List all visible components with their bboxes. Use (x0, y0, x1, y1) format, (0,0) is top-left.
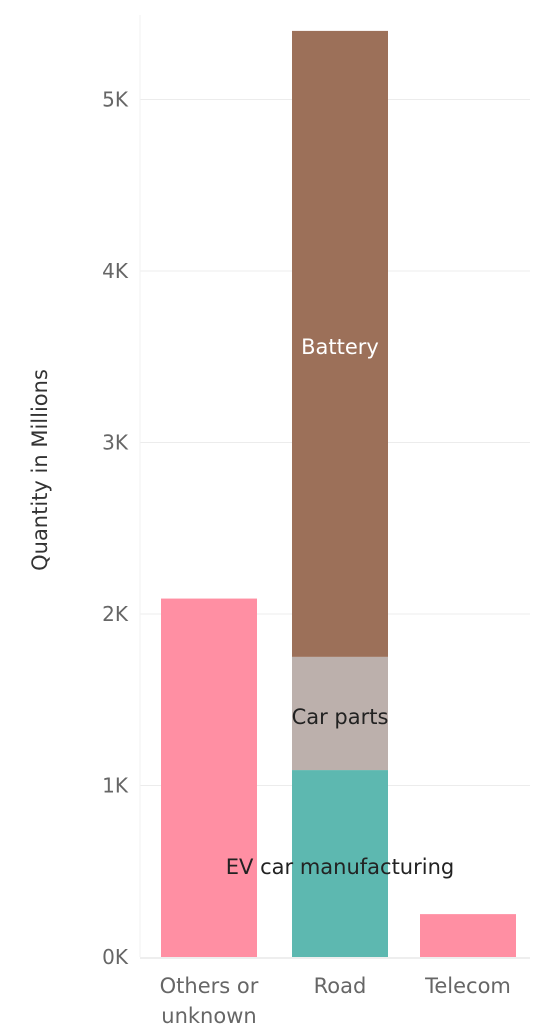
x-tick-label: Road (314, 974, 367, 998)
y-tick-label: 0K (102, 945, 129, 969)
data-label: Battery (301, 335, 379, 359)
y-tick-label: 5K (102, 88, 129, 112)
bar-segment (292, 30, 388, 657)
bar-segment (292, 656, 388, 771)
data-label: Car parts (292, 705, 389, 729)
bar-segment (292, 770, 388, 957)
y-tick-label: 2K (102, 602, 129, 626)
x-tick-label: Telecom (424, 974, 511, 998)
y-tick-label: 4K (102, 259, 129, 283)
bar-segment (161, 598, 257, 957)
data-label: EV car manufacturing (226, 855, 454, 879)
x-tick-label: Others or (160, 974, 259, 998)
y-tick-label: 3K (102, 431, 129, 455)
x-tick-label: unknown (161, 1004, 256, 1028)
bar-segment (420, 914, 516, 957)
y-tick-label: 1K (102, 774, 129, 798)
